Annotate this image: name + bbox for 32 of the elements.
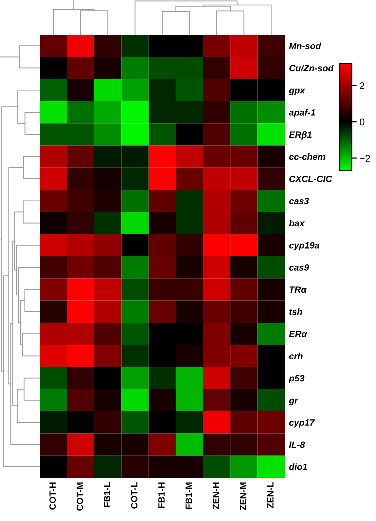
x-tick-label: ZEN-L bbox=[268, 482, 274, 508]
y-tick-label: p53 bbox=[288, 375, 305, 384]
y-tick-label: CXCL-CIC bbox=[290, 176, 332, 182]
y-tick-label: crh bbox=[289, 352, 303, 360]
x-tick-label: COT-H bbox=[50, 482, 56, 510]
x-tick-label: FB1-M bbox=[186, 482, 192, 510]
y-tick-label: cyp17 bbox=[289, 420, 316, 428]
y-tick-label: gpx bbox=[289, 88, 306, 96]
y-tick-label: IL-8 bbox=[289, 442, 306, 448]
x-tick-label: FB1-H bbox=[158, 482, 165, 508]
y-tick-label: cc-chem bbox=[289, 154, 326, 160]
x-tick-label: COT-L bbox=[131, 482, 138, 509]
y-tick-label: cas9 bbox=[289, 264, 310, 271]
y-tick-label: Mn-sod bbox=[289, 42, 322, 50]
y-tick-label: cas3 bbox=[289, 198, 310, 204]
y-tick-label: apaf-1 bbox=[289, 109, 316, 118]
y-tick-label: bax bbox=[289, 220, 306, 227]
y-tick-label: dio1 bbox=[289, 464, 308, 470]
x-tick-label: COT-M bbox=[76, 482, 84, 511]
y-tick-label: Cu/Zn-sod bbox=[290, 64, 334, 72]
x-tick-label: ZEN-M bbox=[240, 482, 246, 510]
x-tick-label: ZEN-H bbox=[213, 482, 220, 510]
y-tick-label: tsh bbox=[290, 308, 302, 316]
color-bar-label: 2 bbox=[360, 82, 365, 90]
color-bar-label: −2 bbox=[360, 155, 370, 162]
y-tick-label: cyp19a bbox=[289, 242, 320, 251]
y-tick-label: ERα bbox=[289, 331, 308, 338]
y-tick-label: gr bbox=[289, 398, 299, 406]
x-tick-label: FB1-L bbox=[104, 482, 110, 508]
color-bar-label: 0 bbox=[360, 118, 365, 126]
y-tick-label: ERβ1 bbox=[289, 131, 312, 140]
y-tick-label: TRα bbox=[290, 286, 308, 294]
